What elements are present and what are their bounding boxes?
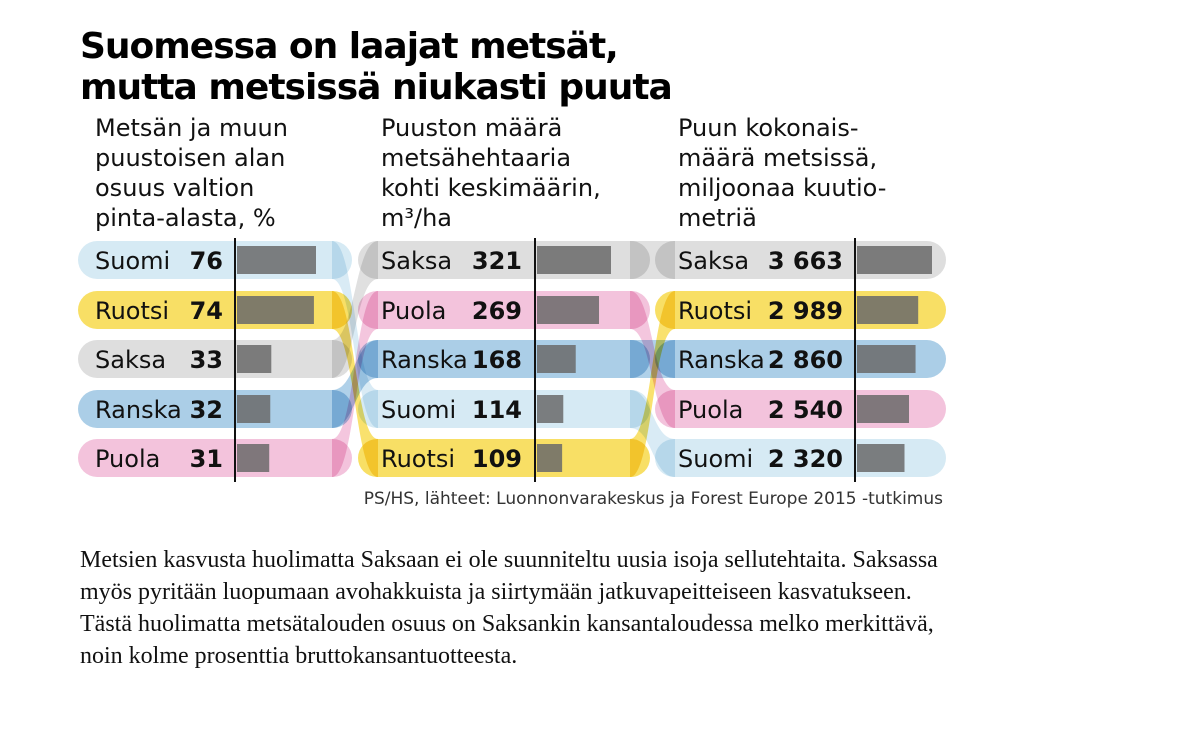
value-label-suomi: 114 (472, 396, 522, 424)
panel-3-heading-line: määrä metsissä, (678, 144, 877, 172)
row-band-ruotsi (358, 439, 650, 477)
value-label-ruotsi: 2 989 (768, 297, 843, 325)
ribbon-saksa-2-3 (630, 241, 675, 279)
country-label-saksa: Saksa (678, 247, 749, 275)
country-label-suomi: Suomi (381, 396, 456, 424)
value-label-ruotsi: 109 (472, 445, 522, 473)
value-label-ranska: 32 (190, 396, 223, 424)
panel-1-heading-line: pinta-alasta, % (95, 204, 276, 232)
panel-2-heading-line: kohti keskimäärin, (381, 174, 601, 202)
ribbon-puola-2-3 (630, 291, 675, 428)
bar-suomi (537, 395, 564, 423)
chart-title: Suomessa on laajat metsät, mutta metsiss… (80, 26, 673, 108)
chart-title-line-1: Suomessa on laajat metsät, (80, 26, 618, 67)
source-note: PS/HS, lähteet: Luonnonvarakeskus ja For… (364, 489, 943, 509)
country-label-saksa: Saksa (95, 346, 166, 374)
bar-saksa (857, 246, 932, 274)
value-label-suomi: 76 (190, 247, 223, 275)
bar-ruotsi (237, 296, 314, 324)
bar-ruotsi (537, 444, 563, 472)
country-label-ruotsi: Ruotsi (678, 297, 752, 325)
bar-ranska (857, 345, 916, 373)
country-label-ranska: Ranska (381, 346, 468, 374)
value-label-puola: 2 540 (768, 396, 843, 424)
value-label-ranska: 2 860 (768, 346, 843, 374)
panel-1-heading-line: osuus valtion (95, 174, 254, 202)
country-label-puola: Puola (678, 396, 743, 424)
row-band-ranska (358, 340, 650, 378)
panel-2-heading-line: Puuston määrä (381, 114, 562, 142)
article-paragraph: Metsien kasvusta huolimatta Saksaan ei o… (80, 547, 938, 669)
panel-1-heading-line: puustoisen alan (95, 144, 285, 172)
row-band-saksa (78, 340, 352, 378)
bar-puola (857, 395, 910, 423)
bar-suomi (857, 444, 905, 472)
country-label-ranska: Ranska (95, 396, 182, 424)
panel-3-heading-line: metriä (678, 204, 757, 232)
value-label-ruotsi: 74 (190, 297, 223, 325)
country-label-ranska: Ranska (678, 346, 765, 374)
bar-ruotsi (857, 296, 919, 324)
value-label-saksa: 321 (472, 247, 522, 275)
chart-title-line-2: mutta metsissä niukasti puuta (80, 67, 672, 108)
country-label-suomi: Suomi (95, 247, 170, 275)
value-label-ranska: 168 (472, 346, 522, 374)
ribbon-ruotsi-2-3 (630, 291, 675, 477)
bar-puola (237, 444, 270, 472)
rows: Suomi 76 Ruotsi 74 Saksa 33 Ranska 32 Puola 31 Sak… (95, 238, 932, 482)
panel-2-heading-line: metsähehtaaria (381, 144, 571, 172)
bar-ranska (537, 345, 576, 373)
bar-puola (537, 296, 600, 324)
value-label-saksa: 33 (190, 346, 223, 374)
country-label-ruotsi: Ruotsi (381, 445, 455, 473)
bar-saksa (237, 345, 272, 373)
bar-suomi (237, 246, 316, 274)
ribbon-puola-1-2 (332, 291, 378, 477)
panel-1-heading-line: Metsän ja muun (95, 114, 288, 142)
country-label-suomi: Suomi (678, 445, 753, 473)
row-band-suomi (358, 390, 650, 428)
row-band-ranska (78, 390, 352, 428)
country-label-puola: Puola (95, 445, 160, 473)
ribbon-saksa-1-2 (332, 241, 378, 378)
row-band-puola (78, 439, 352, 477)
bar-saksa (537, 246, 611, 274)
bar-ranska (237, 395, 271, 423)
country-label-puola: Puola (381, 297, 446, 325)
value-label-suomi: 2 320 (768, 445, 843, 473)
country-label-saksa: Saksa (381, 247, 452, 275)
value-label-saksa: 3 663 (768, 247, 843, 275)
ribbon-suomi-2-3 (630, 390, 675, 477)
forest-comparison-chart: Suomessa on laajat metsät, mutta metsiss… (78, 26, 946, 509)
panel-2-heading-line: m³/ha (381, 204, 452, 232)
panel-3-heading-line: miljoonaa kuutio- (678, 174, 886, 202)
value-label-puola: 31 (190, 445, 223, 473)
value-label-puola: 269 (472, 297, 522, 325)
panel-3-heading-line: Puun kokonais- (678, 114, 859, 142)
country-label-ruotsi: Ruotsi (95, 297, 169, 325)
